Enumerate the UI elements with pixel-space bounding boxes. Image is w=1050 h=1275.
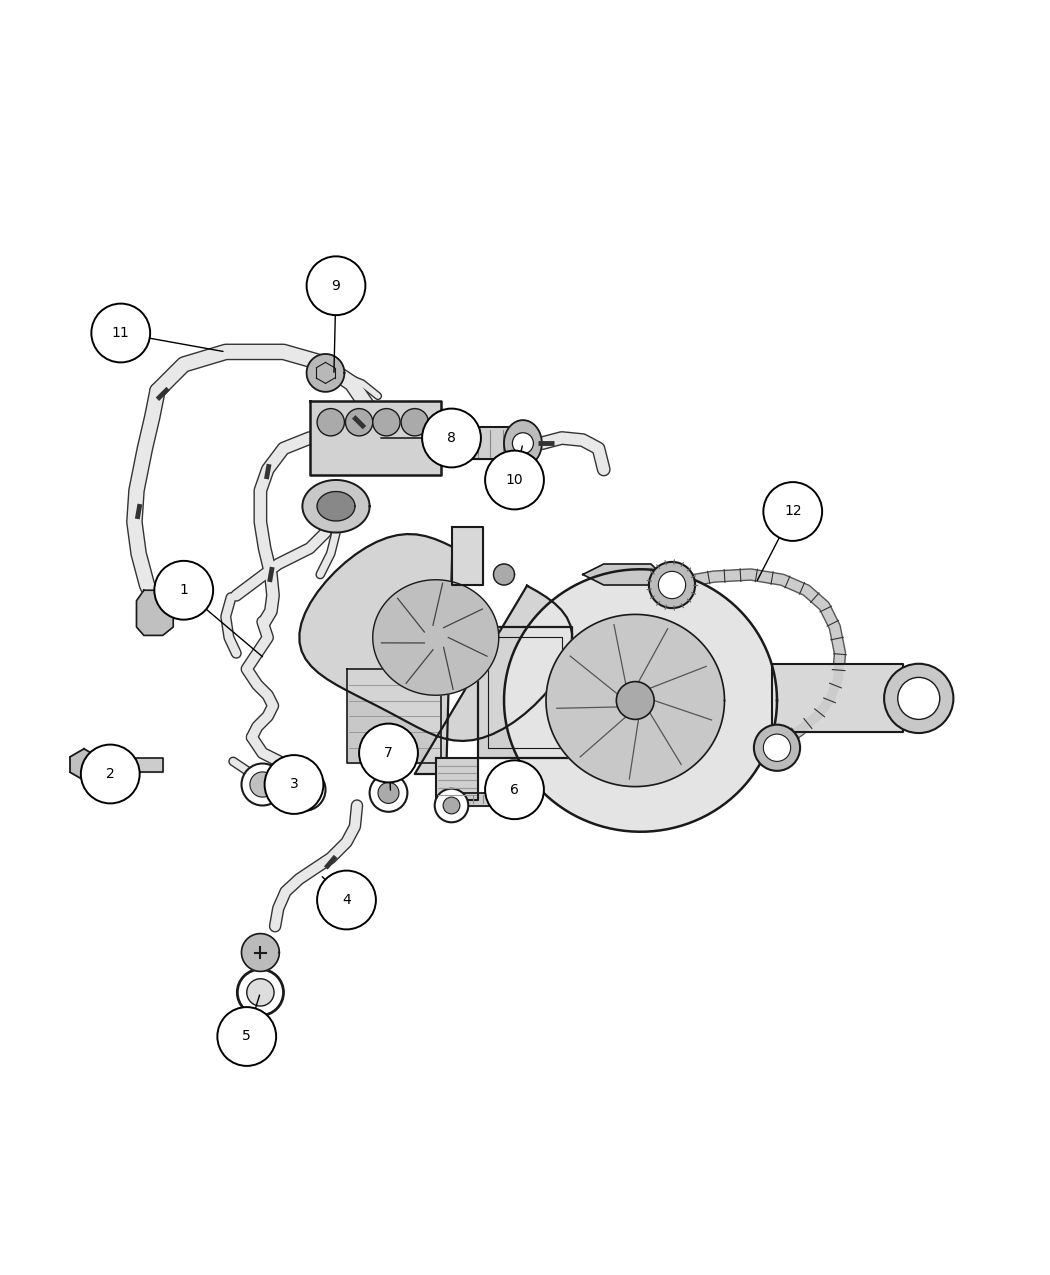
Circle shape bbox=[884, 664, 953, 733]
Polygon shape bbox=[504, 569, 777, 831]
Text: 5: 5 bbox=[243, 1029, 251, 1043]
Circle shape bbox=[649, 562, 695, 608]
Circle shape bbox=[378, 783, 399, 803]
Circle shape bbox=[359, 724, 418, 783]
Circle shape bbox=[616, 682, 654, 719]
Text: 9: 9 bbox=[332, 279, 340, 293]
Circle shape bbox=[154, 561, 213, 620]
Polygon shape bbox=[346, 669, 441, 764]
Polygon shape bbox=[302, 479, 370, 533]
Polygon shape bbox=[310, 402, 441, 474]
Polygon shape bbox=[478, 627, 572, 759]
Text: 2: 2 bbox=[106, 768, 114, 782]
Circle shape bbox=[242, 764, 284, 806]
Circle shape bbox=[345, 408, 373, 436]
Polygon shape bbox=[452, 528, 483, 585]
Text: 4: 4 bbox=[342, 892, 351, 907]
Polygon shape bbox=[546, 615, 724, 787]
Circle shape bbox=[443, 797, 460, 813]
Circle shape bbox=[265, 755, 323, 813]
Polygon shape bbox=[89, 759, 163, 771]
Circle shape bbox=[422, 408, 481, 468]
Polygon shape bbox=[583, 564, 662, 585]
Polygon shape bbox=[242, 933, 279, 972]
Circle shape bbox=[658, 571, 686, 599]
Polygon shape bbox=[462, 793, 520, 806]
Text: 7: 7 bbox=[384, 746, 393, 760]
Polygon shape bbox=[307, 354, 344, 391]
Circle shape bbox=[91, 303, 150, 362]
Circle shape bbox=[250, 771, 275, 797]
Polygon shape bbox=[70, 748, 98, 780]
Polygon shape bbox=[299, 534, 572, 774]
Circle shape bbox=[317, 408, 344, 436]
Text: 8: 8 bbox=[447, 431, 456, 445]
Circle shape bbox=[284, 769, 326, 811]
Polygon shape bbox=[373, 580, 499, 695]
Circle shape bbox=[81, 745, 140, 803]
Circle shape bbox=[307, 256, 365, 315]
Circle shape bbox=[435, 789, 468, 822]
Circle shape bbox=[401, 408, 428, 436]
Circle shape bbox=[317, 871, 376, 929]
Circle shape bbox=[247, 979, 274, 1006]
Circle shape bbox=[512, 432, 533, 454]
Circle shape bbox=[217, 1007, 276, 1066]
Text: 6: 6 bbox=[510, 783, 519, 797]
Polygon shape bbox=[317, 492, 355, 521]
Polygon shape bbox=[772, 664, 903, 732]
Circle shape bbox=[292, 778, 317, 802]
Circle shape bbox=[485, 760, 544, 819]
Circle shape bbox=[485, 450, 544, 510]
Circle shape bbox=[763, 482, 822, 541]
Polygon shape bbox=[136, 590, 173, 635]
Circle shape bbox=[370, 774, 407, 812]
Polygon shape bbox=[436, 759, 478, 801]
Circle shape bbox=[754, 724, 800, 771]
Circle shape bbox=[373, 408, 400, 436]
Circle shape bbox=[898, 677, 940, 719]
Text: 3: 3 bbox=[290, 778, 298, 792]
Text: 12: 12 bbox=[784, 505, 801, 519]
Polygon shape bbox=[494, 564, 514, 585]
Polygon shape bbox=[441, 427, 514, 459]
Circle shape bbox=[237, 969, 284, 1015]
Text: 11: 11 bbox=[112, 326, 129, 340]
Polygon shape bbox=[504, 421, 542, 467]
Text: 10: 10 bbox=[506, 473, 523, 487]
Circle shape bbox=[763, 734, 791, 761]
Text: 1: 1 bbox=[180, 583, 188, 597]
